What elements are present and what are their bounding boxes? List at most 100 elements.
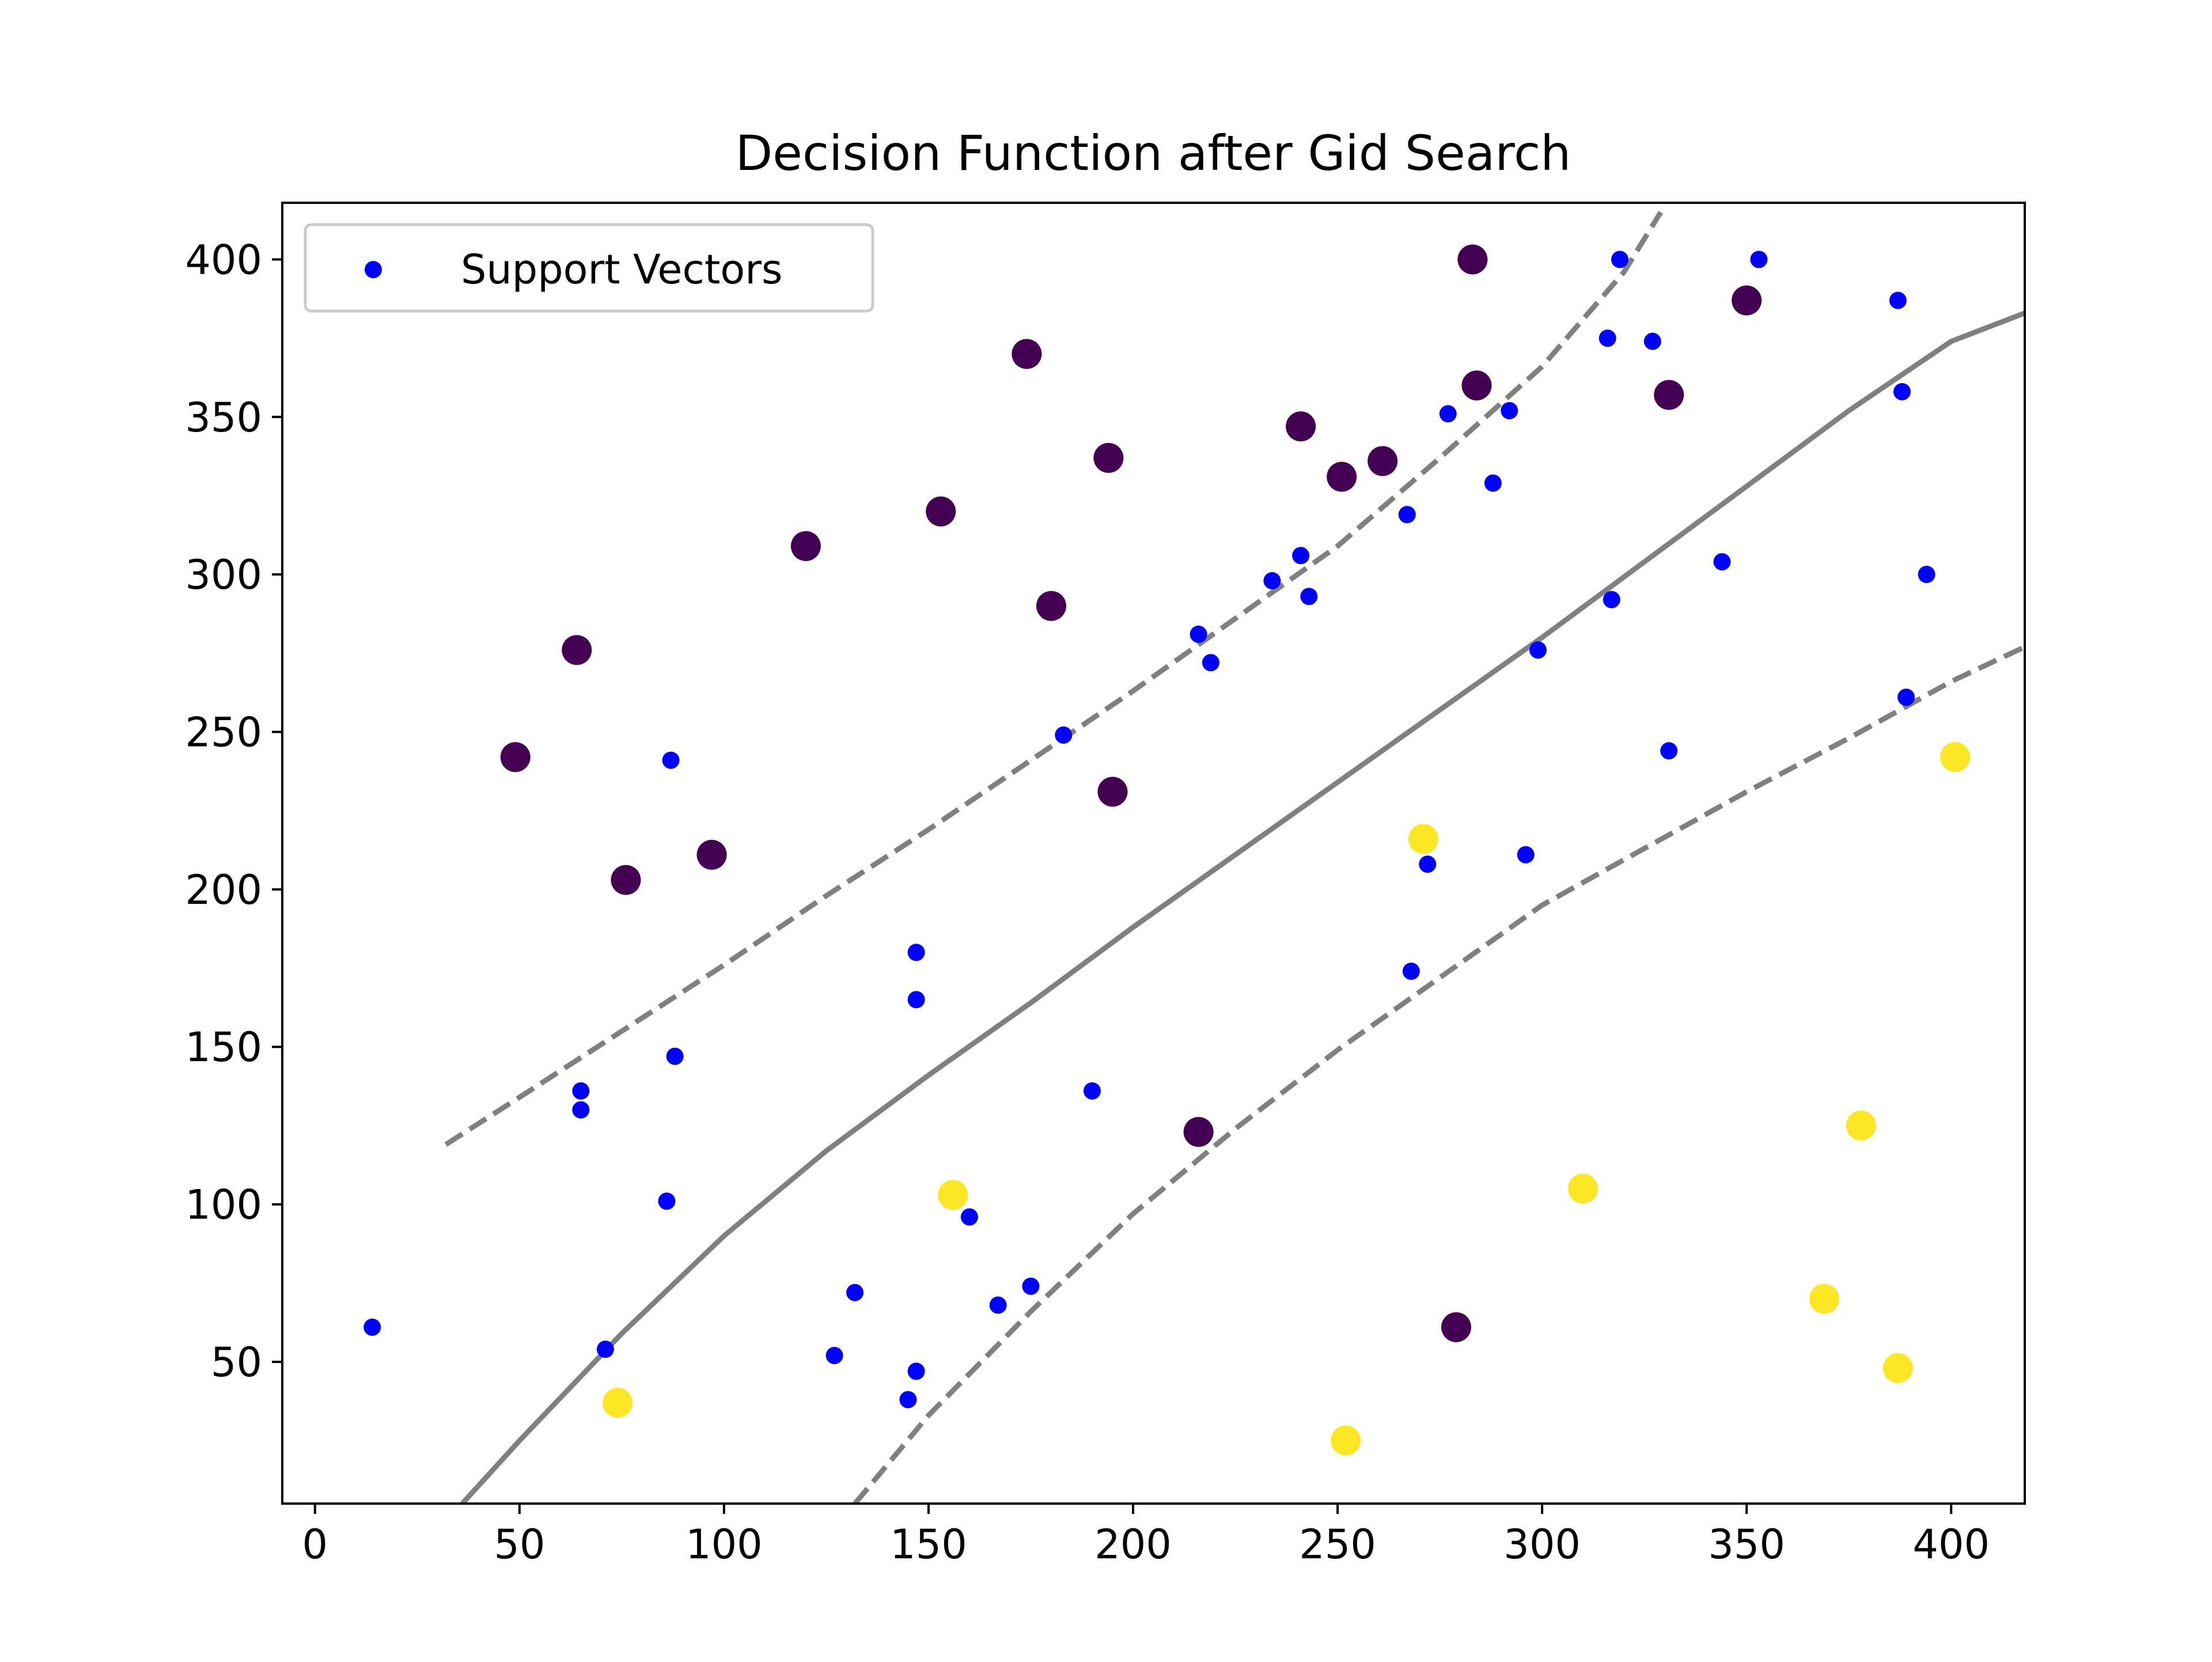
data-point-class-1 — [1846, 1110, 1876, 1141]
y-tick-label: 100 — [185, 1182, 262, 1229]
lower-margin-line — [853, 644, 2025, 1504]
data-point-class-1 — [1568, 1173, 1599, 1204]
legend-box — [304, 223, 874, 313]
chart-title: Decision Function after Gid Search — [736, 125, 1571, 181]
support-vector-point — [363, 1318, 381, 1336]
x-tick-label: 200 — [1094, 1521, 1172, 1568]
y-tick-label: 50 — [211, 1339, 262, 1386]
data-point-class-1 — [1883, 1353, 1913, 1383]
support-vector-point — [1750, 251, 1768, 268]
support-vector-point — [989, 1296, 1007, 1314]
support-vector-point — [1300, 588, 1318, 605]
support-vector-point — [907, 991, 925, 1009]
data-point-class-1 — [1408, 824, 1439, 854]
y-tick-label: 350 — [185, 394, 262, 441]
support-vector-point — [846, 1284, 864, 1301]
x-tick-label: 300 — [1503, 1521, 1581, 1568]
axes: 0 50 100 150 200 250 300 350 400 50 100 150 200 250 30… — [185, 202, 2026, 1568]
legend-marker-support-vectors — [365, 261, 382, 278]
data-point-class-0 — [1012, 339, 1042, 369]
data-point-class-0 — [500, 742, 531, 773]
x-tick-label: 50 — [494, 1521, 545, 1568]
support-vector-point — [1897, 688, 1915, 706]
support-vector-point — [596, 1341, 614, 1358]
support-vector-point — [1202, 654, 1219, 672]
plot-content — [363, 211, 2025, 1504]
legend: Support Vectors — [304, 223, 874, 313]
data-point-class-0 — [1457, 244, 1488, 275]
x-tick-label: 100 — [685, 1521, 763, 1568]
support-vector-point — [1484, 474, 1502, 492]
y-tick-label: 150 — [185, 1024, 262, 1071]
support-vector-point — [1402, 963, 1420, 980]
upper-margin-line — [444, 211, 1663, 1147]
x-tick-label: 400 — [1912, 1521, 1990, 1568]
support-vector-point — [666, 1047, 684, 1065]
support-vector-point — [1599, 330, 1616, 347]
support-vector-point — [1918, 566, 1936, 584]
x-tick-label: 250 — [1299, 1521, 1376, 1568]
support-vector-point — [1517, 846, 1535, 864]
support-vector-point — [1889, 291, 1907, 309]
support-vector-point — [1893, 383, 1911, 401]
support-vector-point — [907, 1362, 925, 1380]
support-vector-point — [1501, 402, 1518, 419]
support-vector-point — [572, 1101, 590, 1119]
support-vector-point — [825, 1347, 843, 1365]
data-point-class-1 — [1940, 742, 1971, 773]
support-vector-point — [1083, 1082, 1101, 1100]
support-vector-point — [1055, 726, 1073, 744]
data-point-class-0 — [1036, 590, 1066, 621]
data-point-class-1 — [603, 1388, 633, 1418]
legend-entry-support-vectors: Support Vectors — [461, 246, 783, 293]
support-vector-point — [1713, 553, 1731, 571]
support-vector-point — [1643, 332, 1661, 350]
data-point-class-0 — [1286, 411, 1316, 442]
support-vector-point — [1022, 1277, 1040, 1295]
support-vector-point — [572, 1082, 590, 1100]
support-vector-point — [1439, 405, 1457, 423]
y-tick-label: 250 — [185, 709, 262, 756]
y-tick-label: 200 — [185, 866, 262, 914]
support-vector-point — [907, 944, 925, 961]
support-vector-point — [658, 1192, 676, 1210]
data-point-class-0 — [1183, 1116, 1214, 1147]
x-tick-label: 0 — [302, 1521, 328, 1568]
support-vector-point — [1190, 626, 1207, 643]
data-point-class-0 — [696, 839, 727, 870]
support-vector-point — [1660, 742, 1678, 760]
data-point-class-0 — [1441, 1312, 1471, 1342]
data-point-class-0 — [562, 635, 592, 665]
data-point-class-1 — [1331, 1425, 1361, 1456]
support-vector-point — [960, 1208, 978, 1226]
data-point-class-1 — [938, 1180, 968, 1210]
decision-boundary-line — [460, 311, 2025, 1504]
support-vector-point — [1398, 506, 1416, 524]
x-tick-label: 150 — [890, 1521, 967, 1568]
support-vector-point — [662, 751, 680, 769]
data-point-class-0 — [790, 531, 821, 561]
data-point-class-0 — [1093, 442, 1124, 473]
data-point-class-0 — [1732, 285, 1762, 316]
support-vector-point — [1419, 855, 1437, 873]
data-point-class-0 — [1368, 446, 1398, 476]
data-point-class-0 — [1461, 370, 1492, 401]
data-point-class-0 — [1654, 380, 1684, 410]
data-point-class-0 — [1097, 777, 1128, 807]
data-point-class-0 — [926, 496, 956, 527]
support-vector-point — [1611, 251, 1629, 268]
support-vector-point — [1263, 572, 1281, 590]
support-vector-point — [1292, 547, 1310, 565]
data-point-class-1 — [1809, 1284, 1840, 1314]
y-tick-label: 400 — [185, 236, 262, 283]
plot-area — [363, 211, 2025, 1504]
data-point-class-0 — [611, 865, 641, 895]
data-point-class-0 — [1327, 461, 1357, 492]
axes-frame — [281, 202, 2026, 1505]
support-vector-point — [1603, 590, 1620, 608]
x-tick-label: 350 — [1708, 1521, 1785, 1568]
y-tick-label: 300 — [185, 551, 262, 599]
support-vector-point — [899, 1391, 917, 1409]
